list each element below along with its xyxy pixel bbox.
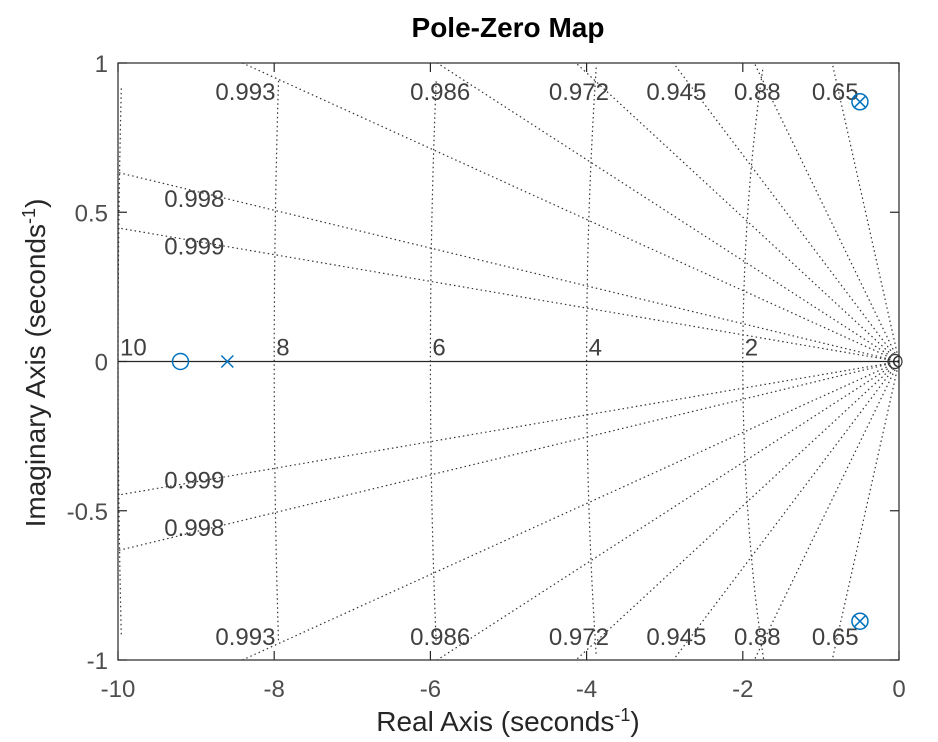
damping-label: 0.88	[734, 624, 781, 651]
damping-ray	[831, 62, 900, 362]
x-axis-label-exponent: -1	[614, 705, 630, 725]
damping-ray	[575, 361, 900, 661]
frequency-label: 4	[589, 335, 602, 362]
damping-ray	[117, 360, 900, 496]
damping-ray	[242, 360, 900, 661]
damping-label: 0.986	[410, 79, 470, 106]
x-axis-label-text: Real Axis (seconds	[376, 706, 614, 737]
damping-label: 0.88	[734, 79, 781, 106]
zero-marker	[851, 612, 869, 630]
damping-ray	[117, 227, 900, 363]
y-axis-label: Imaginary Axis (seconds-1)	[19, 199, 51, 528]
damping-ray	[672, 361, 900, 661]
x-axis-label-close: )	[630, 706, 639, 737]
pole-marker	[853, 95, 867, 109]
frequency-arc	[273, 80, 280, 643]
frequency-arc	[117, 88, 122, 635]
damping-label: 0.993	[215, 79, 275, 106]
damping-ray	[672, 62, 900, 362]
x-tick-label: -10	[101, 676, 136, 703]
axes: -10 -8 -6 -4 -2 0 -1 -0.5 0 0.5 1	[67, 51, 906, 703]
x-tick-label: 0	[892, 676, 905, 703]
damping-ray	[436, 360, 900, 661]
y-tick-label: 1	[95, 51, 108, 78]
damping-label: 0.972	[549, 624, 609, 651]
damping-label: 0.65	[812, 79, 859, 106]
damping-ray	[753, 361, 900, 661]
damping-ray	[117, 360, 900, 552]
x-axis-label: Real Axis (seconds-1)	[376, 705, 639, 737]
damping-label: 0.998	[164, 515, 224, 542]
x-tick-label: -4	[576, 676, 597, 703]
x-tick-label: -6	[420, 676, 441, 703]
damping-ray	[242, 62, 900, 363]
damping-ray	[753, 62, 900, 362]
frequency-label: 6	[432, 335, 445, 362]
pole-stroke	[853, 95, 867, 109]
pole-stroke	[220, 354, 234, 369]
damping-label: 0.986	[410, 624, 470, 651]
damping-label: 0.945	[646, 624, 706, 651]
damping-label: 0.65	[812, 624, 859, 651]
chart-title: Pole-Zero Map	[412, 12, 605, 43]
y-axis-label-exponent: -1	[19, 208, 39, 224]
damping-label: 0.999	[164, 234, 224, 261]
pole-marker	[220, 354, 234, 369]
zero-marker	[851, 93, 869, 111]
pole-zero-markers	[171, 93, 869, 630]
y-tick-label: 0.5	[75, 200, 108, 227]
y-axis-label-text: Imaginary Axis (seconds	[20, 224, 51, 527]
y-axis-label-close: )	[20, 199, 51, 208]
frequency-arc	[585, 67, 597, 656]
pole-marker	[853, 614, 867, 628]
frequency-label: 10	[120, 335, 147, 362]
damping-ray	[117, 171, 900, 363]
frequency-label: 8	[276, 335, 289, 362]
damping-label: 0.993	[215, 624, 275, 651]
frequency-label: 2	[745, 335, 758, 362]
damping-ray	[831, 361, 900, 661]
damping-label: 0.999	[164, 467, 224, 494]
y-tick-label: -1	[87, 648, 108, 675]
damping-ray	[575, 62, 900, 362]
damping-label: 0.945	[646, 79, 706, 106]
y-tick-label: -0.5	[67, 499, 108, 526]
y-tick-label: 0	[95, 350, 108, 377]
x-tick-label: -8	[264, 676, 285, 703]
damping-label: 0.972	[549, 79, 609, 106]
zero-marker	[171, 352, 190, 371]
x-tick-label: -2	[732, 676, 753, 703]
damping-frequency-grid: 0.65 0.65 0.88 0.88 0.945 0.945 0.972 0.972 0.98…	[117, 62, 903, 661]
damping-ray	[436, 62, 900, 363]
damping-label: 0.998	[164, 186, 224, 213]
pole-stroke	[853, 614, 867, 628]
